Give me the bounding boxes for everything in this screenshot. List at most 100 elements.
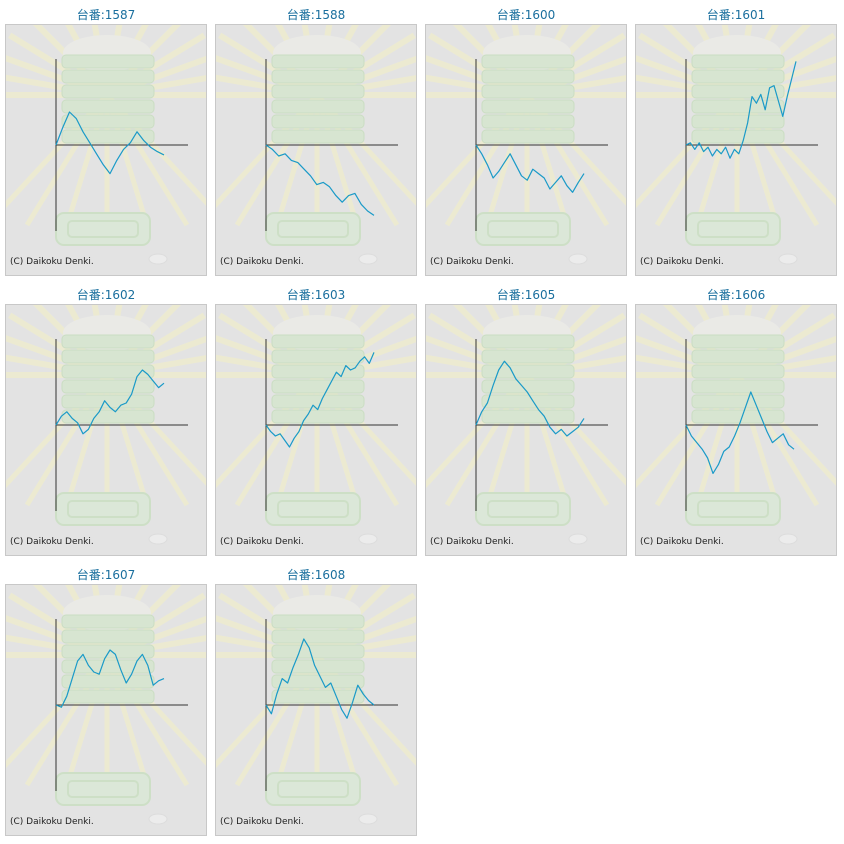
background-slab: [61, 614, 155, 629]
copyright-text: (C) Daikoku Denki.: [10, 537, 94, 547]
chart-title[interactable]: 台番:1606: [706, 288, 766, 302]
background-slab: [271, 394, 365, 409]
background-slab: [271, 69, 365, 84]
background-slab: [61, 349, 155, 364]
background-slab: [481, 84, 575, 99]
background-illustration: [426, 305, 626, 545]
background-slab: [61, 334, 155, 349]
background-tray-inner: [277, 780, 349, 798]
chart-panel: (C) Daikoku Denki.: [215, 24, 417, 276]
chart-title[interactable]: 台番:1605: [496, 288, 556, 302]
background-slab: [691, 394, 785, 409]
chart-panel: (C) Daikoku Denki.: [5, 304, 207, 556]
chart-title[interactable]: 台番:1603: [286, 288, 346, 302]
background-slab: [481, 379, 575, 394]
background-coin: [778, 533, 798, 545]
background-illustration: [216, 305, 416, 545]
background-illustration: [6, 25, 206, 265]
background-slab: [61, 644, 155, 659]
background-tray-inner: [697, 500, 769, 518]
background-slab: [691, 409, 785, 424]
background-slab: [481, 129, 575, 144]
background-coin: [778, 253, 798, 265]
chart-svg: [216, 305, 416, 545]
background-slab: [691, 54, 785, 69]
background-slab: [481, 409, 575, 424]
background-tray: [55, 492, 151, 526]
background-slab: [271, 644, 365, 659]
chart-svg: [6, 585, 206, 825]
background-slab: [481, 349, 575, 364]
chart-panel: (C) Daikoku Denki.: [5, 584, 207, 836]
background-slab: [61, 689, 155, 704]
background-tray: [265, 212, 361, 246]
chart-cell: 台番:1606 (C) Daikoku Denki.: [631, 280, 841, 558]
background-coin: [148, 813, 168, 825]
series-line: [265, 144, 375, 216]
series-line: [475, 360, 585, 437]
series-line: [265, 352, 375, 448]
chart-panel: (C) Daikoku Denki.: [215, 584, 417, 836]
background-tray: [685, 212, 781, 246]
background-slab: [691, 334, 785, 349]
copyright-text: (C) Daikoku Denki.: [640, 257, 724, 267]
chart-svg: [6, 305, 206, 545]
background-slab: [61, 364, 155, 379]
background-slab: [271, 379, 365, 394]
background-tray: [55, 212, 151, 246]
background-slab: [691, 364, 785, 379]
chart-cell: 台番:1601 (C) Daikoku Denki.: [631, 0, 841, 278]
chart-cell: 台番:1600 (C) Daikoku Denki.: [421, 0, 631, 278]
background-tray: [475, 212, 571, 246]
chart-cell: 台番:1587 (C) Daikoku Denki.: [1, 0, 211, 278]
copyright-text: (C) Daikoku Denki.: [220, 537, 304, 547]
series-line: [475, 144, 585, 193]
background-coin: [568, 253, 588, 265]
background-slab: [481, 99, 575, 114]
chart-svg: [216, 585, 416, 825]
background-illustration: [636, 305, 836, 545]
series-line: [265, 638, 375, 719]
background-slab: [691, 99, 785, 114]
chart-title[interactable]: 台番:1607: [76, 568, 136, 582]
chart-svg: [636, 305, 836, 545]
copyright-text: (C) Daikoku Denki.: [640, 537, 724, 547]
chart-title[interactable]: 台番:1600: [496, 8, 556, 22]
background-slab: [691, 349, 785, 364]
background-slab: [61, 129, 155, 144]
background-slab: [271, 364, 365, 379]
chart-svg: [6, 25, 206, 265]
background-slab: [271, 614, 365, 629]
background-tray-inner: [277, 500, 349, 518]
background-tray-inner: [487, 500, 559, 518]
background-tray: [475, 492, 571, 526]
background-slab: [271, 114, 365, 129]
background-slab: [691, 114, 785, 129]
chart-panel: (C) Daikoku Denki.: [635, 304, 837, 556]
chart-title[interactable]: 台番:1601: [706, 8, 766, 22]
series-line: [685, 61, 797, 159]
chart-title[interactable]: 台番:1602: [76, 288, 136, 302]
background-slab: [61, 379, 155, 394]
series-line: [685, 391, 795, 474]
background-tray-inner: [487, 220, 559, 238]
background-slab: [61, 84, 155, 99]
background-slab: [481, 364, 575, 379]
chart-title[interactable]: 台番:1587: [76, 8, 136, 22]
background-tray-inner: [277, 220, 349, 238]
chart-title[interactable]: 台番:1588: [286, 8, 346, 22]
chart-cell: 台番:1608 (C) Daikoku Denki.: [211, 560, 421, 838]
chart-panel: (C) Daikoku Denki.: [425, 304, 627, 556]
background-slab: [271, 689, 365, 704]
chart-title[interactable]: 台番:1608: [286, 568, 346, 582]
background-slab: [61, 69, 155, 84]
background-illustration: [216, 25, 416, 265]
background-slab: [691, 129, 785, 144]
chart-cell: 台番:1602 (C) Daikoku Denki.: [1, 280, 211, 558]
copyright-text: (C) Daikoku Denki.: [10, 257, 94, 267]
background-slab: [691, 379, 785, 394]
copyright-text: (C) Daikoku Denki.: [430, 537, 514, 547]
background-slab: [481, 54, 575, 69]
background-coin: [148, 533, 168, 545]
